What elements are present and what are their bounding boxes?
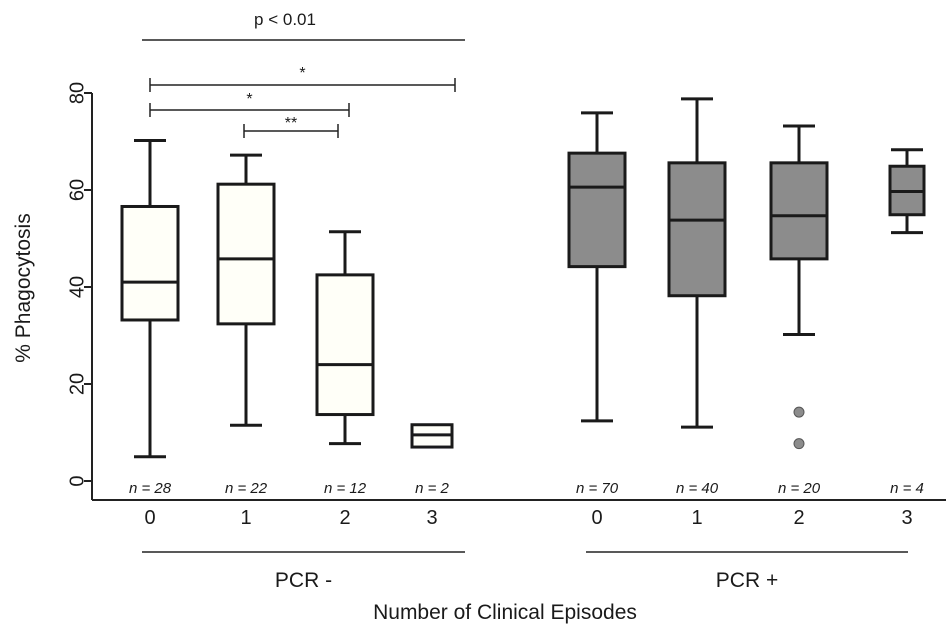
y-axis-title: % Phagocytosis bbox=[12, 213, 35, 362]
n-count-label: n = 70 bbox=[576, 480, 619, 497]
box-plot bbox=[410, 423, 454, 449]
n-count-label: n = 40 bbox=[676, 480, 719, 497]
box-plot bbox=[769, 124, 829, 450]
n-count-label: n = 12 bbox=[324, 480, 367, 497]
p-value-label: p < 0.01 bbox=[254, 10, 316, 29]
box-plot bbox=[667, 97, 727, 429]
n-count-label: n = 20 bbox=[778, 480, 821, 497]
y-tick-label: 80 bbox=[66, 82, 88, 104]
significance-annotations: p < 0.01**** bbox=[142, 10, 465, 138]
box-plots bbox=[92, 97, 946, 501]
category-labels: n = 28 0 n = 22 1 n = 12 2 n = 2 3 PCR - n = 70 0 n… bbox=[129, 480, 924, 592]
iqr-box bbox=[769, 161, 829, 261]
x-tick-label: 0 bbox=[591, 507, 602, 529]
iqr-box bbox=[216, 182, 276, 326]
iqr-box bbox=[667, 161, 727, 298]
x-tick-label: 2 bbox=[793, 507, 804, 529]
outlier-point bbox=[793, 438, 805, 450]
y-axis: 0 20 40 60 80 bbox=[66, 82, 93, 500]
y-tick-label: 20 bbox=[66, 373, 88, 395]
x-tick-label: 3 bbox=[426, 507, 437, 529]
iqr-box bbox=[567, 151, 627, 269]
n-count-label: n = 28 bbox=[129, 480, 172, 497]
box-plot bbox=[216, 153, 276, 427]
box-plot bbox=[120, 139, 180, 459]
iqr-box bbox=[120, 204, 180, 322]
x-tick-label: 0 bbox=[144, 507, 155, 529]
box-plot bbox=[315, 230, 375, 446]
box-plot bbox=[888, 148, 926, 235]
iqr-box bbox=[315, 273, 375, 417]
significance-label: * bbox=[246, 91, 252, 108]
x-tick-label: 1 bbox=[240, 507, 251, 529]
group-label: PCR + bbox=[716, 569, 778, 592]
n-count-label: n = 22 bbox=[225, 480, 268, 497]
x-tick-label: 2 bbox=[339, 507, 350, 529]
x-axis-title: Number of Clinical Episodes bbox=[373, 601, 637, 624]
group-label: PCR - bbox=[275, 569, 332, 592]
outlier-point bbox=[793, 406, 805, 418]
y-tick-label: 0 bbox=[66, 475, 88, 486]
x-tick-label: 1 bbox=[691, 507, 702, 529]
x-tick-label: 3 bbox=[901, 507, 912, 529]
y-tick-label: 60 bbox=[66, 179, 88, 201]
significance-label: * bbox=[299, 65, 305, 82]
n-count-label: n = 2 bbox=[415, 480, 449, 497]
n-count-label: n = 4 bbox=[890, 480, 924, 497]
y-tick-label: 40 bbox=[66, 276, 88, 298]
box-plot bbox=[567, 111, 627, 423]
significance-label: ** bbox=[285, 115, 297, 132]
